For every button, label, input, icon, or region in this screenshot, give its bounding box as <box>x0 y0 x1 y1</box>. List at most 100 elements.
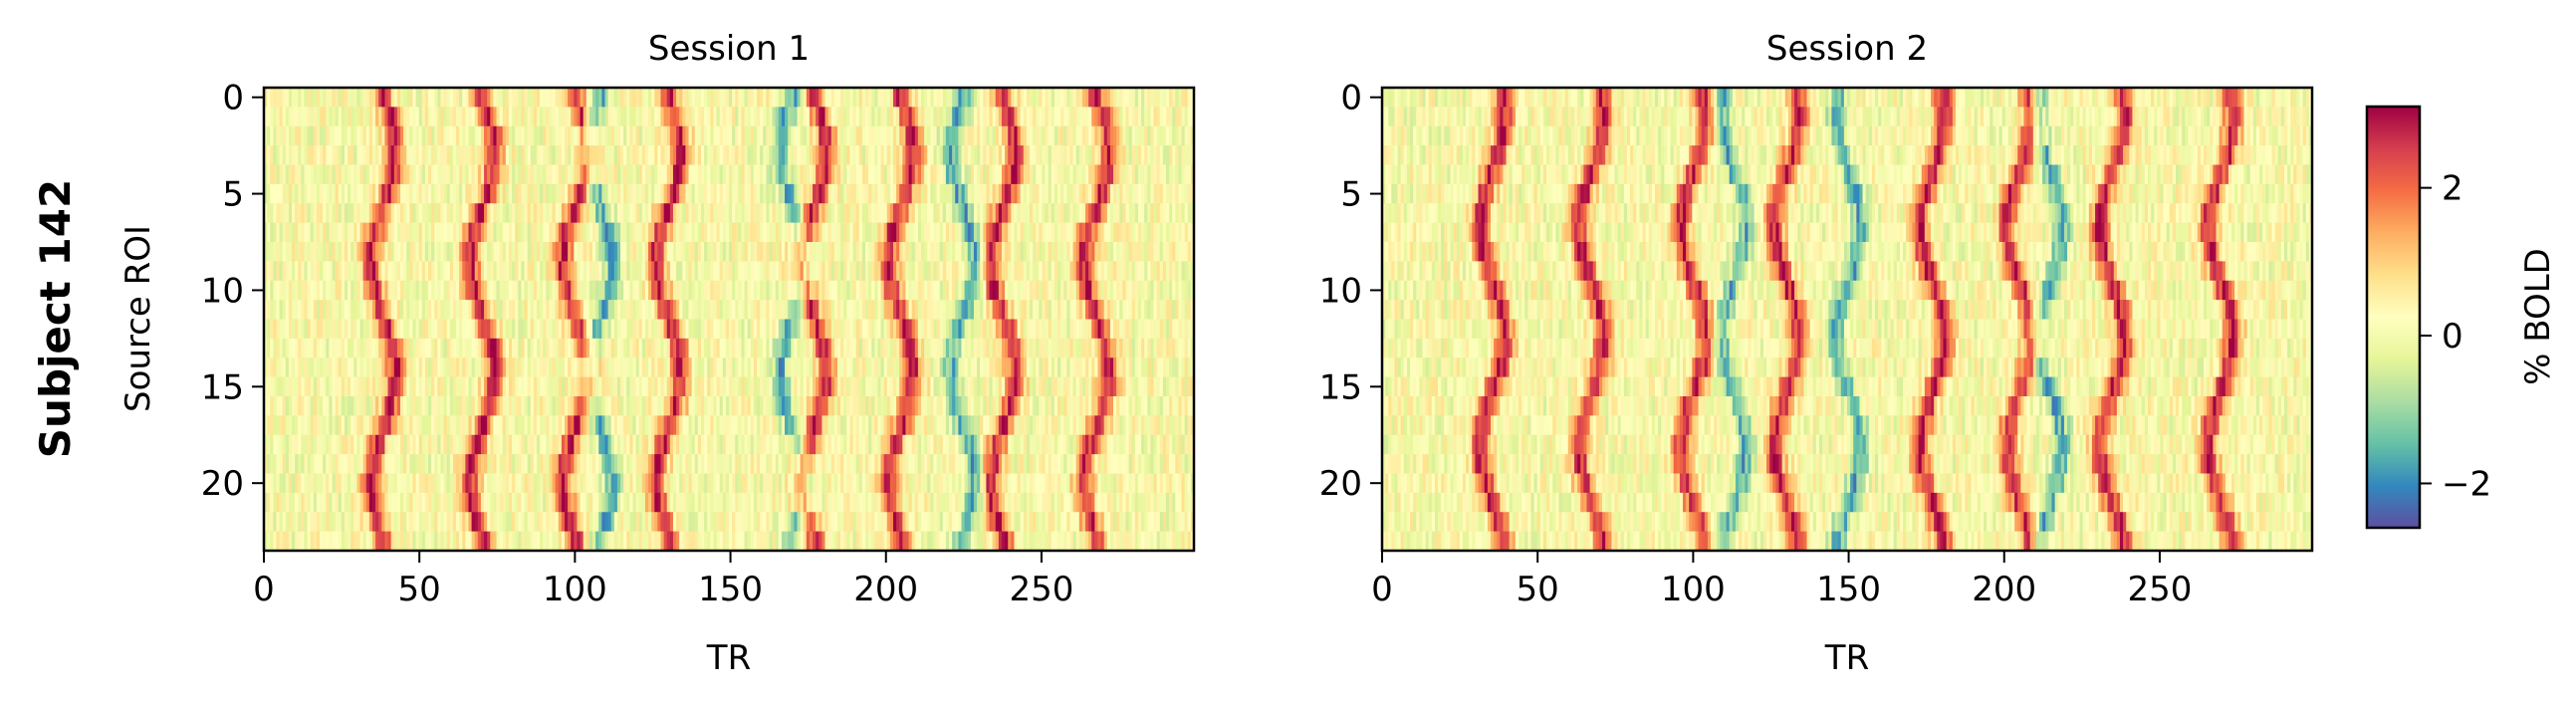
heatmap-cell <box>1109 222 1114 243</box>
heatmap-cell <box>1100 88 1105 108</box>
heatmap-cell <box>418 203 423 224</box>
heatmap-cell <box>769 88 774 108</box>
heatmap-cell <box>697 242 702 262</box>
heatmap-cell <box>785 261 789 282</box>
heatmap-cell <box>766 164 771 185</box>
heatmap-cell <box>868 183 872 204</box>
heatmap-cell <box>533 242 538 262</box>
heatmap-cell <box>1036 125 1040 146</box>
heatmap-cell <box>316 125 321 146</box>
heatmap-cell <box>672 88 677 108</box>
heatmap-cell <box>729 125 733 146</box>
heatmap-cell <box>406 183 410 204</box>
heatmap-cell <box>499 88 504 108</box>
heatmap-cell <box>1113 183 1117 204</box>
heatmap-cell <box>942 183 947 204</box>
heatmap-cell <box>657 88 662 108</box>
heatmap-cell <box>568 183 572 204</box>
heatmap-cell <box>1165 242 1170 262</box>
heatmap-cell <box>276 261 281 282</box>
heatmap-cell <box>1029 145 1034 166</box>
heatmap-cell <box>1014 107 1019 127</box>
heatmap-cell <box>986 261 991 282</box>
heatmap-cell <box>378 203 382 224</box>
heatmap-cell <box>1162 261 1167 282</box>
heatmap-cell <box>840 145 844 166</box>
heatmap-cell <box>381 145 386 166</box>
heatmap-cell <box>282 145 287 166</box>
heatmap-cell <box>833 145 838 166</box>
heatmap-cell <box>1020 107 1025 127</box>
heatmap-cell <box>403 222 407 243</box>
heatmap-cell <box>654 261 658 282</box>
heatmap-cell <box>1159 242 1164 262</box>
heatmap-cell <box>310 242 315 262</box>
heatmap-cell <box>732 88 736 108</box>
heatmap-cell <box>480 164 485 185</box>
heatmap-cell <box>558 222 563 243</box>
heatmap-cell <box>694 261 699 282</box>
heatmap-cell <box>710 183 715 204</box>
heatmap-cell <box>1088 88 1092 108</box>
heatmap-cell <box>437 203 442 224</box>
heatmap-cell <box>707 107 711 127</box>
heatmap-cell <box>1175 145 1180 166</box>
heatmap-cell <box>1066 164 1071 185</box>
heatmap-cell <box>601 145 606 166</box>
heatmap-cell <box>452 261 457 282</box>
heatmap-cell <box>409 145 414 166</box>
heatmap-cell <box>626 203 630 224</box>
heatmap-cell <box>830 242 835 262</box>
heatmap-cell <box>641 222 646 243</box>
heatmap-cell <box>716 242 721 262</box>
heatmap-cell <box>1190 125 1195 146</box>
heatmap-cell <box>1094 88 1099 108</box>
heatmap-cell <box>552 261 557 282</box>
heatmap-cell <box>298 242 302 262</box>
heatmap-cell <box>846 242 851 262</box>
heatmap-cell <box>285 280 290 301</box>
heatmap-cell <box>685 125 690 146</box>
heatmap-cell <box>1063 183 1067 204</box>
heatmap-cell <box>1190 107 1195 127</box>
heatmap-cell <box>803 125 808 146</box>
heatmap-cell <box>676 203 680 224</box>
heatmap-cell <box>914 242 919 262</box>
heatmap-cell <box>552 145 557 166</box>
heatmap-cell <box>629 164 634 185</box>
heatmap-cell <box>769 261 774 282</box>
heatmap-cell <box>713 164 718 185</box>
heatmap-cell <box>855 183 860 204</box>
heatmap-cell <box>877 222 882 243</box>
heatmap-cell <box>307 242 312 262</box>
heatmap-cell <box>635 222 640 243</box>
heatmap-cell <box>719 203 724 224</box>
heatmap-cell <box>362 107 367 127</box>
heatmap-cell <box>1150 222 1155 243</box>
heatmap-cell <box>310 88 315 108</box>
heatmap-cell <box>757 145 761 166</box>
heatmap-cell <box>797 222 802 243</box>
heatmap-cell <box>295 125 299 146</box>
heatmap-cell <box>1039 125 1044 146</box>
heatmap-cell <box>527 222 532 243</box>
heatmap-cell <box>310 145 315 166</box>
heatmap-cell <box>641 88 646 108</box>
heatmap-cell <box>921 242 925 262</box>
heatmap-cell <box>1190 203 1195 224</box>
heatmap-cell <box>574 203 579 224</box>
heatmap-cell <box>763 145 767 166</box>
heatmap-cell <box>688 107 693 127</box>
heatmap-cell <box>353 203 357 224</box>
heatmap-cell <box>393 222 398 243</box>
heatmap-cell <box>955 242 959 262</box>
heatmap-cell <box>949 107 953 127</box>
heatmap-cell <box>676 125 680 146</box>
heatmap-cell <box>304 145 309 166</box>
heatmap-cell <box>1057 242 1061 262</box>
heatmap-cell <box>794 145 799 166</box>
heatmap-cell <box>1122 222 1127 243</box>
heatmap-cell <box>694 145 699 166</box>
heatmap-cell <box>428 203 432 224</box>
heatmap-cell <box>983 261 987 282</box>
